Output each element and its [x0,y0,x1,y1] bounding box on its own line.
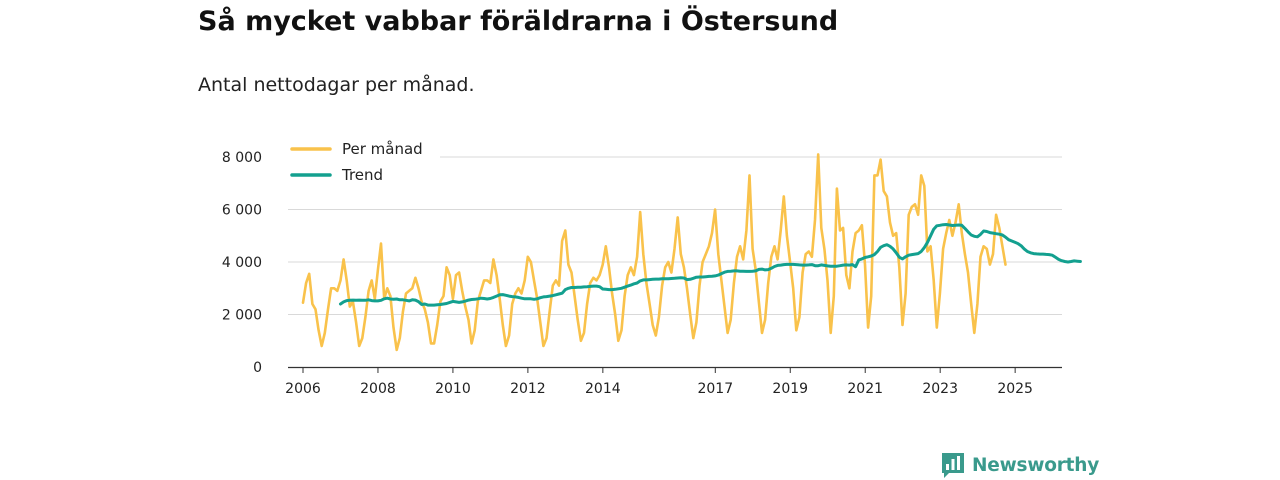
trend-line [339,223,1082,307]
legend: Per månad Trend [284,136,440,190]
x-tick-label: 2014 [585,381,621,397]
per-month-line [301,153,1007,352]
y-tick-label: 4 000 [222,255,262,271]
x-tick-label: 2006 [285,381,321,397]
newsworthy-logo-icon [942,453,964,478]
axes: 0 2 000 4 000 6 000 8 000 2006 2008 2010 2012 201… [222,150,1062,397]
x-tick-label: 2025 [997,381,1033,397]
x-tick-label: 2017 [697,381,733,397]
legend-background [284,136,440,190]
legend-per-month-label: Per månad [342,140,423,158]
brand-name: Newsworthy [972,454,1100,476]
legend-trend-label: Trend [341,166,383,184]
x-tick-label: 2012 [510,381,546,397]
x-tick-label: 2008 [360,381,396,397]
chart-title: Så mycket vabbar föräldrarna i Östersund [198,6,839,37]
newsworthy-brand: Newsworthy [940,451,1099,479]
series-lines [301,153,1082,352]
x-tick-label: 2023 [922,381,958,397]
y-tick-label: 8 000 [222,150,262,166]
chart-subtitle: Antal nettodagar per månad. [198,74,475,96]
y-tick-label: 0 [253,360,262,376]
x-tick-label: 2010 [435,381,471,397]
x-tick-label: 2019 [772,381,808,397]
x-tick-label: 2021 [847,381,883,397]
y-tick-label: 6 000 [222,203,262,219]
y-tick-label: 2 000 [222,308,262,324]
